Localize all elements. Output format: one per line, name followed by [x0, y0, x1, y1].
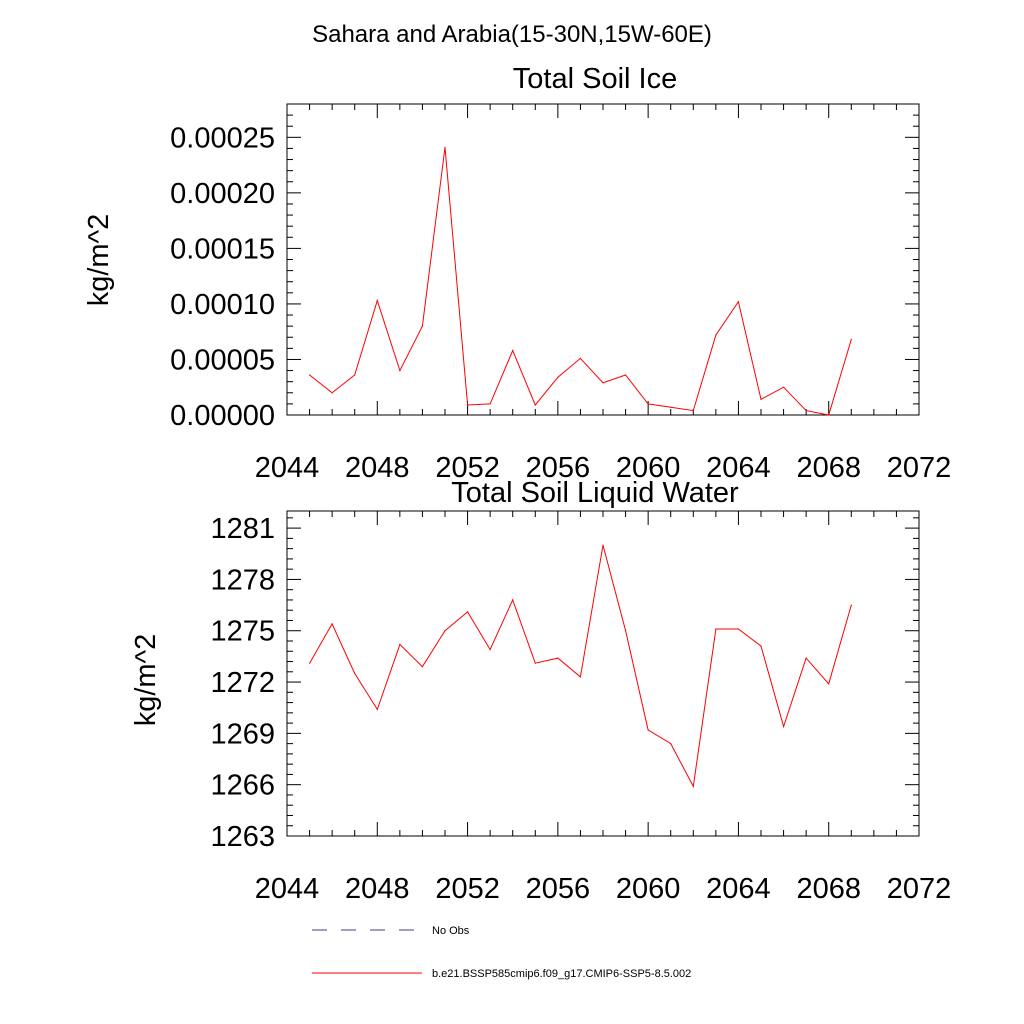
- data-point: [512, 599, 514, 601]
- data-point: [715, 334, 717, 336]
- x-tick-label: 2044: [255, 873, 320, 905]
- data-point: [625, 374, 627, 376]
- plot-frame: [286, 510, 920, 837]
- soil-liquid-water-chart: Total Soil Liquid Water kg/m^2 2044 2048 2…: [130, 477, 951, 905]
- data-point: [534, 404, 536, 406]
- data-point: [805, 410, 807, 412]
- legend-label: No Obs: [432, 925, 470, 937]
- data-point: [399, 370, 401, 372]
- y-tick-label: 1275: [210, 616, 275, 648]
- data-point: [331, 392, 333, 394]
- x-tick-label: 2072: [887, 452, 952, 484]
- x-tick-label: 2072: [887, 873, 952, 905]
- data-point: [557, 376, 559, 378]
- data-point: [602, 382, 604, 384]
- data-point: [467, 404, 469, 406]
- data-point: [331, 623, 333, 625]
- data-point: [399, 643, 401, 646]
- x-tick-label: 2068: [796, 452, 861, 484]
- data-point: [579, 676, 582, 678]
- data-point: [376, 300, 378, 302]
- data-point: [444, 146, 446, 148]
- chart-title: Total Soil Ice: [513, 63, 677, 95]
- y-tick-label: 0.00020: [170, 178, 275, 210]
- y-tick-label: 0.00025: [170, 122, 275, 154]
- data-point: [760, 398, 762, 400]
- data-point: [625, 630, 627, 632]
- data-point: [489, 649, 491, 651]
- x-tick-label: 2060: [616, 452, 681, 484]
- data-point: [354, 672, 356, 675]
- y-tick-label: 1269: [210, 718, 275, 750]
- data-point: [850, 338, 852, 341]
- legend: No Obs b.e21.BSSP585cmip6.f09_g17.CMIP6-…: [312, 925, 691, 980]
- data-point: [512, 350, 514, 352]
- data-point: [579, 357, 582, 359]
- x-tick-label: 2048: [345, 873, 410, 905]
- x-tick-label: 2052: [435, 873, 500, 905]
- y-axis-label: kg/m^2: [83, 214, 115, 307]
- legend-item-model-run: b.e21.BSSP585cmip6.f09_g17.CMIP6-SSP5-8.…: [312, 968, 691, 980]
- data-point: [850, 604, 852, 606]
- x-tick-label: 2064: [706, 873, 771, 905]
- x-tick-label: 2044: [255, 452, 320, 484]
- data-point: [805, 657, 807, 659]
- data-point: [783, 725, 785, 728]
- legend-item-no-obs: No Obs: [312, 925, 470, 937]
- figure-suptitle: Sahara and Arabia(15-30N,15W-60E): [312, 21, 712, 48]
- y-tick-label: 1278: [210, 564, 275, 596]
- data-point: [376, 708, 378, 711]
- x-tick-label: 2060: [616, 873, 681, 905]
- data-point: [828, 414, 830, 416]
- data-point: [444, 630, 446, 632]
- data-point: [737, 301, 740, 303]
- data-point: [489, 403, 491, 405]
- y-tick-label: 0.00010: [170, 289, 275, 321]
- data-point: [309, 662, 311, 664]
- y-tick-label: 0.00015: [170, 233, 275, 265]
- data-point: [715, 628, 717, 630]
- data-point: [647, 729, 649, 731]
- y-tick-label: 1263: [210, 821, 275, 853]
- y-tick-label: 1266: [210, 770, 275, 802]
- y-tick-label: 0.00005: [170, 344, 275, 376]
- data-point: [783, 386, 785, 388]
- data-point: [670, 406, 672, 408]
- data-point: [534, 662, 536, 664]
- soil-ice-chart: Total Soil Ice kg/m^2 2044 2048 2052 2056 20…: [83, 63, 951, 484]
- legend-label: b.e21.BSSP585cmip6.f09_g17.CMIP6-SSP5-8.…: [432, 968, 691, 980]
- data-point: [467, 611, 469, 613]
- x-tick-label: 2056: [526, 452, 591, 484]
- plot-frame: [286, 103, 920, 416]
- series-line: [309, 545, 852, 788]
- data-point: [692, 410, 694, 412]
- y-axis-label: kg/m^2: [130, 634, 162, 727]
- data-point: [647, 403, 649, 405]
- data-point: [670, 743, 672, 745]
- data-point: [421, 666, 423, 668]
- data-point: [602, 544, 604, 546]
- data-point: [354, 374, 356, 376]
- data-point: [737, 628, 740, 630]
- data-point: [760, 645, 762, 647]
- x-tick-label: 2048: [345, 452, 410, 484]
- y-tick-label: 1281: [210, 513, 275, 545]
- x-tick-label: 2056: [526, 873, 591, 905]
- chart-title: Total Soil Liquid Water: [451, 477, 739, 509]
- data-point: [309, 374, 311, 376]
- x-tick-label: 2052: [435, 452, 500, 484]
- data-point: [692, 785, 694, 788]
- x-tick-label: 2068: [796, 873, 861, 905]
- data-point: [828, 683, 830, 685]
- y-tick-label: 1272: [210, 667, 275, 699]
- y-tick-label: 0.00000: [170, 400, 275, 432]
- series-line: [309, 147, 852, 416]
- data-point: [421, 325, 423, 327]
- data-point: [557, 657, 559, 659]
- x-tick-label: 2064: [706, 452, 771, 484]
